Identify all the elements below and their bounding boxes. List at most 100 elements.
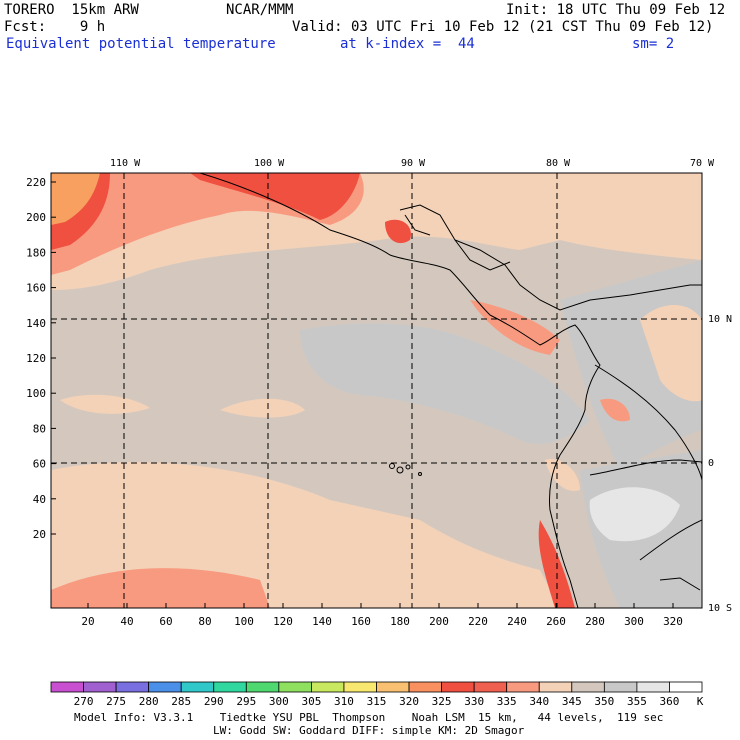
y-grid-label: 60 <box>33 458 46 471</box>
forecast-hour: Fcst: 9 h <box>4 19 106 35</box>
lon-label-70w: 70 W <box>690 158 715 169</box>
y-grid-label: 80 <box>33 422 46 435</box>
colorbar-swatch <box>343 681 377 693</box>
field-name: Equivalent potential temperature <box>6 36 276 52</box>
x-grid-label: 240 <box>507 615 527 628</box>
colorbar-swatch <box>441 681 475 693</box>
colorbar-label: 345 <box>562 695 582 708</box>
x-grid-label: 20 <box>81 615 94 628</box>
latitude-labels: 10 N 0 10 S <box>708 314 732 614</box>
colorbar-label: 280 <box>139 695 159 708</box>
cool-region <box>300 323 590 444</box>
x-grid-label: 40 <box>120 615 133 628</box>
colorbar-label: 295 <box>236 695 256 708</box>
colorbar-swatch <box>506 681 540 693</box>
colorbar-unit: K <box>697 695 704 708</box>
level-label: at k-index = 44 <box>340 36 475 52</box>
x-grid-label: 120 <box>273 615 293 628</box>
x-grid-label: 300 <box>624 615 644 628</box>
x-grid-label: 80 <box>198 615 211 628</box>
axis-ticks <box>51 181 674 608</box>
x-grid-label: 200 <box>429 615 449 628</box>
galapagos-island <box>396 466 404 474</box>
graticule <box>51 173 702 608</box>
central-america-border <box>404 214 431 236</box>
warm-patch <box>220 398 305 418</box>
x-grid-label: 60 <box>159 615 172 628</box>
colorbar-swatch <box>245 681 280 693</box>
x-grid-label: 160 <box>351 615 371 628</box>
ecuador-warm <box>545 459 580 491</box>
colorbar-label: 355 <box>627 695 647 708</box>
colorbar-swatch <box>376 681 410 693</box>
y-grid-label: 120 <box>26 352 46 365</box>
model-name: TORERO 15km ARW <box>4 2 139 18</box>
colorbar-label: 350 <box>594 695 614 708</box>
colorbar-label: 315 <box>367 695 387 708</box>
init-time: Init: 18 UTC Thu 09 Feb 12 <box>506 2 726 18</box>
warm-patch <box>60 394 150 414</box>
colorbar-label: 320 <box>399 695 419 708</box>
andes-cold <box>589 487 680 542</box>
colorbar-labels: 270 275 280 285 290 295 300 305 310 315 320 325 330 3… <box>74 695 680 708</box>
colorbar-swatch <box>603 681 638 693</box>
x-grid-label: 100 <box>234 615 254 628</box>
longitude-labels: 110 W 100 W 90 W 80 W 70 W <box>110 158 715 169</box>
colorbar-swatch <box>636 681 670 693</box>
lat-label-10n: 10 N <box>708 314 732 325</box>
x-grid-label: 320 <box>663 615 683 628</box>
colorbar-swatch <box>115 681 150 693</box>
mexico-coast-hot <box>190 173 360 220</box>
x-grid-label: 260 <box>546 615 566 628</box>
venezuela-warm <box>640 305 702 402</box>
caribbean-coastline <box>399 204 702 311</box>
northwest-orange <box>51 173 100 225</box>
model-info: Model Info: V3.3.1 Tiedtke YSU PBL Thomp… <box>74 711 664 724</box>
colorbar <box>50 681 703 693</box>
physics-info: LW: Godd SW: Goddard DIFF: simple KM: 2D… <box>213 724 525 737</box>
colorbar-swatch <box>213 681 247 693</box>
smoothing-label: sm= 2 <box>632 36 675 52</box>
colorbar-label: 325 <box>432 695 452 708</box>
lon-label-100w: 100 W <box>254 158 285 169</box>
colorbar-label: 310 <box>334 695 354 708</box>
y-grid-label: 220 <box>26 176 46 189</box>
colorbar-label: 330 <box>464 695 484 708</box>
colombia-warm-spot <box>600 398 630 422</box>
center-name: NCAR/MMM <box>226 2 294 18</box>
theta-e-field <box>51 173 702 608</box>
colorbar-label: 270 <box>74 695 94 708</box>
colorbar-swatch <box>310 681 345 693</box>
colorbar-label: 300 <box>269 695 289 708</box>
x-grid-label: 220 <box>468 615 488 628</box>
border-fragment <box>659 577 701 591</box>
map-frame <box>50 172 703 609</box>
colorbar-swatch <box>669 681 703 693</box>
valid-time: Valid: 03 UTC Fri 10 Feb 12 (21 CST Thu … <box>292 19 714 35</box>
y-grid-label: 20 <box>33 528 46 541</box>
central-america-border <box>454 239 511 271</box>
colorbar-label: 305 <box>301 695 321 708</box>
colorbar-swatch <box>473 681 508 693</box>
colorbar-swatch <box>408 681 442 693</box>
colorbar-swatch <box>83 681 117 693</box>
colorbar-label: 275 <box>106 695 126 708</box>
bolivia-border <box>639 519 702 561</box>
colorbar-swatch <box>148 681 182 693</box>
galapagos-island <box>418 472 422 476</box>
galapagos-island <box>405 464 411 470</box>
colorbar-swatch <box>571 681 605 693</box>
pacific-coastline <box>199 173 601 608</box>
colorbar-label: 335 <box>497 695 517 708</box>
lat-label-10s: 10 S <box>708 603 732 614</box>
lon-label-110w: 110 W <box>110 158 141 169</box>
colorbar-swatch <box>180 681 215 693</box>
southern-warm-core <box>51 568 270 608</box>
x-grid-label: 180 <box>390 615 410 628</box>
colorbar-swatch <box>50 681 84 693</box>
y-grid-label: 160 <box>26 282 46 295</box>
colorbar-label: 285 <box>171 695 191 708</box>
y-grid-label: 200 <box>26 211 46 224</box>
colorbar-label: 340 <box>529 695 549 708</box>
